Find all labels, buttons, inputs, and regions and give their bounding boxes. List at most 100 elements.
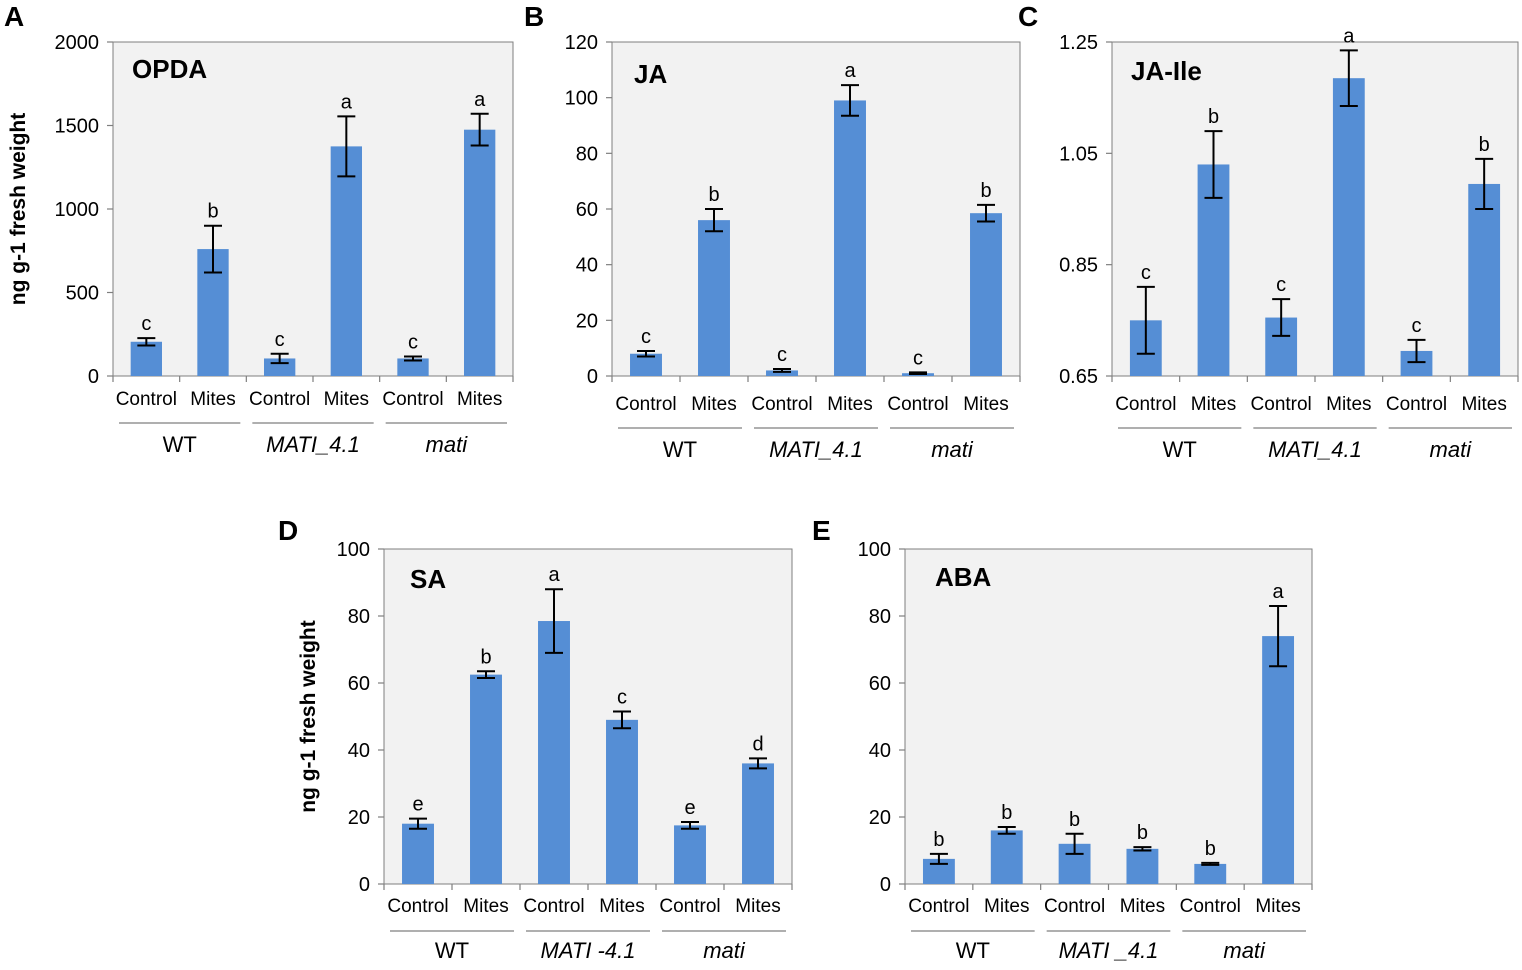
- chart-title: ABA: [935, 562, 992, 592]
- group-label: WT: [956, 938, 990, 963]
- significance-label: b: [980, 180, 991, 202]
- bar: [766, 370, 798, 376]
- y-tick-label: 100: [565, 88, 598, 110]
- significance-label: b: [480, 646, 491, 668]
- significance-label: b: [1069, 809, 1080, 831]
- chart-title: OPDA: [132, 54, 207, 84]
- y-tick-label: 20: [348, 807, 370, 829]
- bar: [970, 213, 1002, 376]
- category-label: Mites: [984, 896, 1029, 917]
- bar: [330, 146, 362, 376]
- category-label: Mites: [691, 394, 736, 415]
- significance-label: d: [752, 733, 763, 755]
- category-label: Control: [382, 389, 443, 410]
- group-label: mati: [703, 938, 746, 963]
- bar: [464, 129, 496, 376]
- category-label: Mites: [324, 389, 369, 410]
- bar: [698, 220, 730, 376]
- significance-label: a: [1273, 581, 1285, 603]
- chart-panel-a: A OPDA 0 500 1000 1500 2000 c Control b Mites c Cont…: [4, 1, 514, 457]
- plot-area: [112, 41, 514, 377]
- bar: [834, 100, 866, 376]
- significance-label: b: [1479, 134, 1490, 156]
- bar: [397, 358, 429, 376]
- chart-title: JA: [634, 59, 667, 89]
- category-label: Control: [659, 896, 720, 917]
- category-label: Mites: [463, 896, 508, 917]
- significance-label: c: [1141, 262, 1151, 284]
- category-label: Control: [1180, 896, 1241, 917]
- y-tick-label: 0: [88, 366, 99, 388]
- category-label: Mites: [735, 896, 780, 917]
- bar: [674, 825, 706, 884]
- plot-area: [1111, 41, 1519, 377]
- category-label: Control: [387, 896, 448, 917]
- y-tick-label: 20: [869, 807, 891, 829]
- y-axis-label: ng g-1 fresh weight: [297, 620, 320, 813]
- category-label: Mites: [457, 389, 502, 410]
- group-label: WT: [663, 437, 697, 462]
- chart-panel-c: C JA-Ile 0.65 0.85 1.05 1.25 c Control b Mites c Co…: [1018, 1, 1519, 462]
- bar: [470, 674, 502, 884]
- panel-letter: C: [1018, 1, 1038, 32]
- y-tick-label: 80: [576, 143, 598, 165]
- bar: [606, 719, 638, 884]
- significance-label: c: [617, 686, 627, 708]
- y-tick-label: 40: [348, 740, 370, 762]
- category-label: Control: [249, 389, 310, 410]
- significance-label: c: [1412, 315, 1422, 337]
- y-tick-label: 1500: [55, 116, 100, 138]
- y-tick-label: 1.05: [1059, 143, 1098, 165]
- significance-label: c: [275, 329, 285, 351]
- y-tick-label: 2000: [55, 32, 100, 54]
- y-tick-label: 1000: [55, 199, 100, 221]
- y-tick-label: 0.65: [1059, 366, 1098, 388]
- chart-panel-d: D SA 0 20 40 60 80 100 e Control b Mites a Control c Mi…: [278, 515, 793, 963]
- category-label: Mites: [827, 394, 872, 415]
- y-tick-label: 1.25: [1059, 32, 1098, 54]
- y-tick-label: 40: [576, 255, 598, 277]
- significance-label: b: [708, 184, 719, 206]
- group-label: WT: [435, 938, 469, 963]
- category-label: Control: [1251, 394, 1312, 415]
- panel-letter: B: [524, 1, 544, 32]
- significance-label: b: [1208, 106, 1219, 128]
- category-label: Mites: [963, 394, 1008, 415]
- bar: [1197, 164, 1230, 376]
- group-label: mati: [1430, 437, 1473, 462]
- chart-panel-b: B JA 0 20 40 60 80 100 120 c Control b Mites c Control…: [524, 1, 1021, 462]
- significance-label: c: [641, 326, 651, 348]
- category-label: Control: [615, 394, 676, 415]
- y-tick-label: 40: [869, 740, 891, 762]
- significance-label: a: [1343, 25, 1355, 47]
- bar: [990, 830, 1023, 884]
- y-tick-label: 500: [66, 283, 99, 305]
- y-tick-label: 0.85: [1059, 255, 1098, 277]
- category-label: Control: [523, 896, 584, 917]
- y-tick-label: 100: [858, 539, 891, 561]
- category-label: Mites: [599, 896, 644, 917]
- y-tick-label: 0: [359, 874, 370, 896]
- bar: [1126, 848, 1159, 884]
- significance-label: b: [933, 829, 944, 851]
- category-label: Control: [887, 394, 948, 415]
- significance-label: b: [1001, 802, 1012, 824]
- significance-label: b: [1205, 838, 1216, 860]
- chart-title: SA: [410, 564, 446, 594]
- panel-letter: D: [278, 515, 298, 546]
- y-tick-label: 0: [587, 366, 598, 388]
- category-label: Control: [751, 394, 812, 415]
- y-axis-label: ng g-1 fresh weight: [7, 113, 30, 306]
- category-label: Control: [908, 896, 969, 917]
- significance-label: c: [777, 344, 787, 366]
- category-label: Mites: [1255, 896, 1300, 917]
- chart-panel-e: E ABA 0 20 40 60 80 100 b Control b Mites b Control b M…: [812, 515, 1313, 963]
- plot-area: [904, 548, 1313, 885]
- significance-label: c: [1276, 274, 1286, 296]
- significance-label: c: [408, 331, 418, 353]
- group-label: mati: [931, 437, 974, 462]
- bar: [402, 823, 434, 884]
- bar: [1332, 78, 1365, 376]
- y-tick-label: 80: [348, 606, 370, 628]
